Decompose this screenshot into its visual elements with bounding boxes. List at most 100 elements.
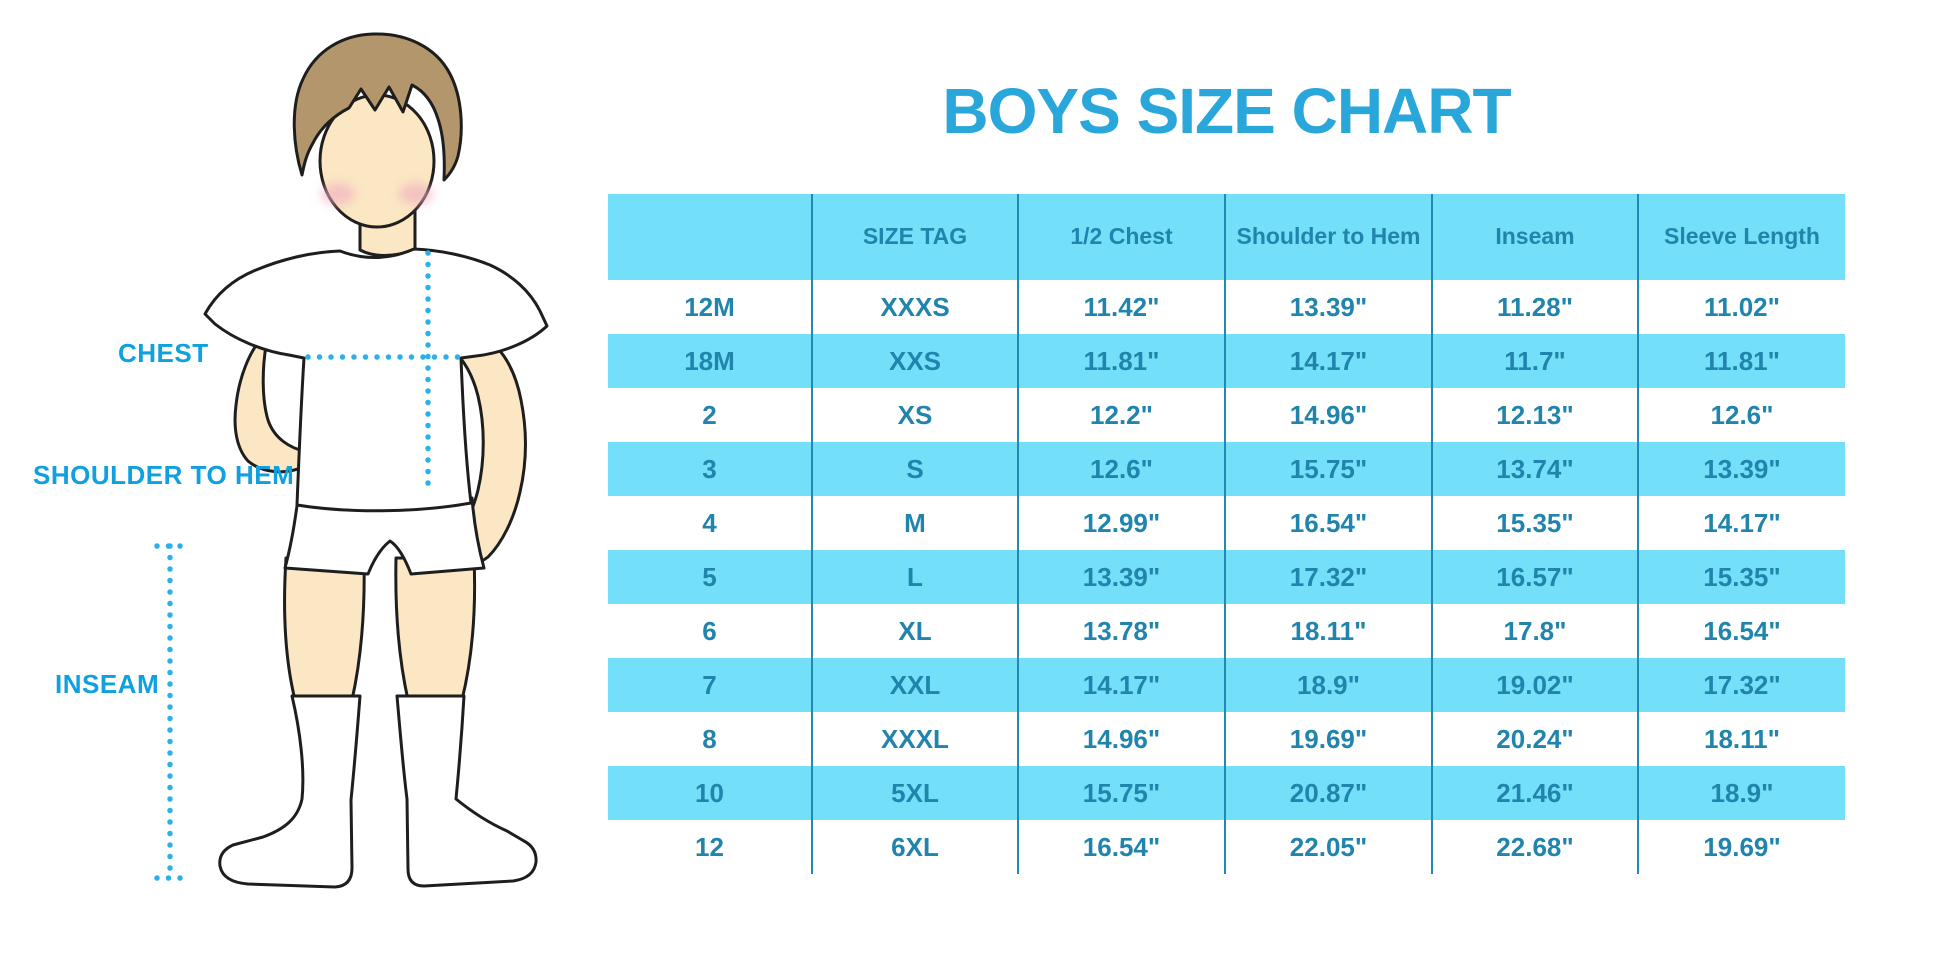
table-cell: 16.54" xyxy=(1017,820,1225,874)
table-row: 3 S 12.6" 15.75" 13.74" 13.39" xyxy=(608,442,1845,496)
blush-left xyxy=(321,183,355,205)
table-cell: 17.32" xyxy=(1637,658,1845,712)
right-sock xyxy=(395,694,538,888)
table-cell: 14.17" xyxy=(1224,334,1432,388)
table-cell: S xyxy=(811,442,1018,496)
table-cell: 13.74" xyxy=(1431,442,1638,496)
blush-right xyxy=(399,183,433,205)
table-row: 12M XXXS 11.42" 13.39" 11.28" 11.02" xyxy=(608,280,1845,334)
table-cell: XXXL xyxy=(811,712,1018,766)
page-title: BOYS SIZE CHART xyxy=(942,75,1511,147)
table-cell: 13.78" xyxy=(1017,604,1225,658)
t-shirt xyxy=(203,247,549,513)
table-cell: 17.32" xyxy=(1224,550,1432,604)
table-cell: 6 xyxy=(702,615,717,646)
table-header-row: SIZE TAG 1/2 Chest Shoulder to Hem Inseam Sl… xyxy=(608,194,1845,280)
table-cell: XXL xyxy=(811,658,1018,712)
table-cell: 19.69" xyxy=(1224,712,1432,766)
table-cell: 16.54" xyxy=(1637,604,1845,658)
table-cell: 18M xyxy=(608,334,812,388)
table-cell: 11.42" xyxy=(1017,280,1225,334)
table-cell: 10 xyxy=(608,766,812,820)
table-cell: 6XL xyxy=(811,820,1018,874)
table-cell: 15.75" xyxy=(1017,766,1225,820)
chest-label: CHEST xyxy=(118,338,209,368)
table-cell: 11.81" xyxy=(1637,334,1845,388)
table-row: 7 XXL 14.17" 18.9" 19.02" 17.32" xyxy=(608,658,1845,712)
boy-measurement-figure: CHEST SHOULDER TO HEM INSEAM xyxy=(0,0,600,973)
column-header: Sleeve Length xyxy=(1637,194,1845,280)
table-row: 8 XXXL 14.96" 19.69" 20.24" 18.11" xyxy=(608,712,1845,766)
table-cell: XXS xyxy=(811,334,1018,388)
table-cell: 20.87" xyxy=(1224,766,1432,820)
table-cell: M xyxy=(811,496,1018,550)
table-cell: 12.99" xyxy=(1017,496,1225,550)
table-row: 2 XS 12.2" 14.96" 12.13" 12.6" xyxy=(608,388,1845,442)
table-cell: 13.39" xyxy=(1637,442,1845,496)
column-header: Inseam xyxy=(1431,194,1638,280)
table-cell: 12M xyxy=(684,291,735,322)
table-cell: 16.57" xyxy=(1431,550,1638,604)
table-cell: 12.6" xyxy=(1017,442,1225,496)
size-table-header: SIZE TAG 1/2 Chest Shoulder to Hem Inseam Sl… xyxy=(608,194,1845,280)
table-cell: 12 xyxy=(695,831,724,862)
table-cell: 18.9" xyxy=(1637,766,1845,820)
table-cell: 3 xyxy=(608,442,812,496)
hair xyxy=(292,32,463,182)
table-cell: 7 xyxy=(608,658,812,712)
table-cell: 4 xyxy=(702,507,717,538)
table-cell: 15.35" xyxy=(1431,496,1638,550)
table-row: 5 L 13.39" 17.32" 16.57" 15.35" xyxy=(608,550,1845,604)
table-cell: 15.75" xyxy=(1224,442,1432,496)
table-cell: 18.11" xyxy=(1637,712,1845,766)
table-row: 10 5XL 15.75" 20.87" 21.46" 18.9" xyxy=(608,766,1845,820)
table-cell: 11.7" xyxy=(1431,334,1638,388)
table-cell: 18.11" xyxy=(1224,604,1432,658)
table-cell: 14.17" xyxy=(1637,496,1845,550)
table-cell: 15.35" xyxy=(1637,550,1845,604)
column-header xyxy=(608,194,812,280)
table-cell: 12.6" xyxy=(1637,388,1845,442)
shoulder-to-hem-label: SHOULDER TO HEM xyxy=(33,460,295,490)
left-sock xyxy=(218,694,362,889)
table-row: 18M XXS 11.81" 14.17" 11.7" 11.81" xyxy=(608,334,1845,388)
table-cell: XS xyxy=(811,388,1018,442)
table-cell: 17.8" xyxy=(1431,604,1638,658)
left-leg xyxy=(283,556,366,702)
table-cell: 14.17" xyxy=(1017,658,1225,712)
table-cell: 8 xyxy=(702,723,717,754)
table-row: 6 XL 13.78" 18.11" 17.8" 16.54" xyxy=(608,604,1845,658)
boy-illustration xyxy=(154,32,549,889)
table-cell: 12.13" xyxy=(1431,388,1638,442)
column-header: Shoulder to Hem xyxy=(1224,194,1432,280)
table-cell: 20.24" xyxy=(1431,712,1638,766)
size-table-body: 12M XXXS 11.42" 13.39" 11.28" 11.02" 18M XXS 11.… xyxy=(608,280,1845,874)
table-cell: 11.28" xyxy=(1431,280,1638,334)
table-cell: 16.54" xyxy=(1224,496,1432,550)
column-header: SIZE TAG xyxy=(811,194,1018,280)
size-table: SIZE TAG 1/2 Chest Shoulder to Hem Inseam Sl… xyxy=(608,194,1845,874)
table-cell: 22.05" xyxy=(1224,820,1432,874)
table-cell: 5 xyxy=(608,550,812,604)
table-row: 4 M 12.99" 16.54" 15.35" 14.17" xyxy=(608,496,1845,550)
shorts xyxy=(283,496,486,576)
table-cell: XXXS xyxy=(811,280,1018,334)
table-cell: XL xyxy=(811,604,1018,658)
table-cell: 2 xyxy=(702,399,717,430)
table-cell: 11.81" xyxy=(1017,334,1225,388)
table-cell: 14.96" xyxy=(1224,388,1432,442)
table-cell: 14.96" xyxy=(1017,712,1225,766)
table-row: 12 6XL 16.54" 22.05" 22.68" 19.69" xyxy=(608,820,1845,874)
table-cell: 19.02" xyxy=(1431,658,1638,712)
table-cell: 13.39" xyxy=(1224,280,1432,334)
inseam-label: INSEAM xyxy=(55,669,160,699)
table-cell: 13.39" xyxy=(1017,550,1225,604)
table-cell: L xyxy=(811,550,1018,604)
table-cell: 22.68" xyxy=(1431,820,1638,874)
table-cell: 21.46" xyxy=(1431,766,1638,820)
table-cell: 19.69" xyxy=(1637,820,1845,874)
table-cell: 5XL xyxy=(811,766,1018,820)
column-header: 1/2 Chest xyxy=(1017,194,1225,280)
left-arm xyxy=(233,336,309,474)
table-cell: 11.02" xyxy=(1637,280,1845,334)
